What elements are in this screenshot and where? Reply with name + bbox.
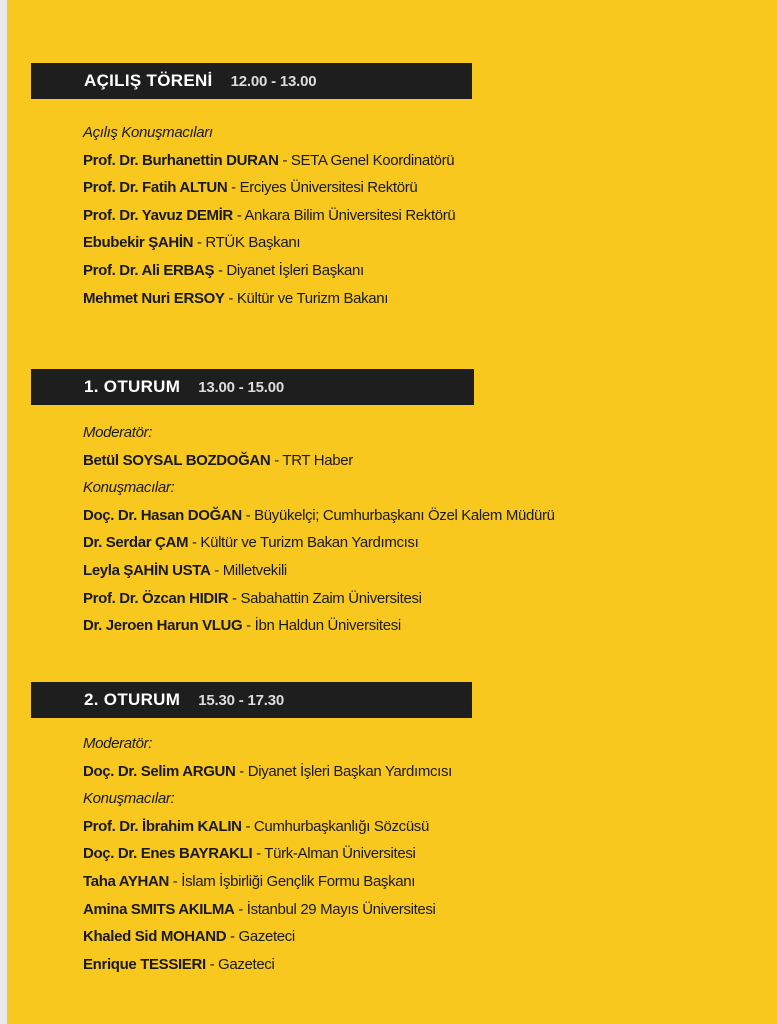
speaker-name: Doç. Dr. Enes BAYRAKLI (83, 845, 253, 863)
speaker-row: Amina SMITS AKILMA - İstanbul 29 Mayıs Ü… (83, 900, 452, 928)
speaker-role: - Cumhurbaşkanlığı Sözcüsü (241, 817, 429, 835)
speaker-row: Enrique TESSIERI - Gazeteci (83, 955, 452, 983)
role-label-text: Açılış Konuşmacıları (83, 124, 213, 141)
speaker-role: - Milletvekili (210, 561, 287, 579)
section-title: 2. OTURUM (84, 690, 181, 709)
speaker-row: Prof. Dr. Burhanettin DURAN - SETA Genel… (83, 151, 455, 179)
section-time: 15.30 - 17.30 (198, 691, 285, 709)
speaker-role: - Kültür ve Turizm Bakanı (224, 289, 389, 307)
speaker-role: - Diyanet İşleri Başkanı (214, 261, 364, 279)
speaker-name: Dr. Serdar ÇAM (83, 534, 189, 552)
section-title: 1. OTURUM (84, 377, 181, 396)
speaker-role: - TRT Haber (270, 451, 353, 469)
speaker-name: Amina SMITS AKILMA (83, 900, 235, 918)
speaker-name: Khaled Sid MOHAND (83, 928, 227, 946)
speaker-row: Doç. Dr. Selim ARGUN - Diyanet İşleri Ba… (83, 762, 452, 790)
speaker-role: - SETA Genel Koordinatörü (278, 151, 455, 169)
section-header: 1. OTURUM 13.00 - 15.00 (31, 369, 474, 405)
speaker-role: - Ankara Bilim Üniversitesi Rektörü (232, 206, 456, 224)
role-label: Moderatör: (83, 734, 452, 762)
speaker-name: Taha AYHAN (83, 872, 169, 890)
speaker-name: Prof. Dr. Ali ERBAŞ (83, 261, 215, 279)
role-label: Moderatör: (83, 423, 555, 451)
speaker-row: Mehmet Nuri ERSOY - Kültür ve Turizm Bak… (83, 289, 455, 317)
speaker-role: - Kültür ve Turizm Bakan Yardımcısı (188, 534, 419, 552)
speaker-name: Prof. Dr. Fatih ALTUN (83, 179, 228, 197)
speaker-list: Moderatör: Betül SOYSAL BOZDOĞAN - TRT Ha… (83, 423, 555, 644)
speaker-name: Ebubekir ŞAHİN (83, 234, 194, 252)
speaker-row: Khaled Sid MOHAND - Gazeteci (83, 927, 452, 955)
speaker-name: Prof. Dr. Yavuz DEMİR (83, 206, 233, 224)
section-title: AÇILIŞ TÖRENİ (84, 71, 213, 90)
speaker-row: Prof. Dr. Ali ERBAŞ - Diyanet İşleri Baş… (83, 261, 455, 289)
speaker-role: - Sabahattin Zaim Üniversitesi (228, 589, 422, 607)
role-label-text: Konuşmacılar: (83, 479, 175, 497)
speaker-role: - Gazeteci (226, 928, 295, 946)
role-label-text: Moderatör: (83, 424, 153, 441)
speaker-role: - Türk-Alman Üniversitesi (252, 845, 416, 863)
speaker-role: - Büyükelçi; Cumhurbaşkanı Özel Kalem Mü… (241, 506, 555, 524)
role-label: Açılış Konuşmacıları (83, 123, 455, 151)
role-label: Konuşmacılar: (83, 789, 452, 817)
page-edge (0, 0, 7, 1024)
speaker-role: - RTÜK Başkanı (193, 234, 301, 252)
speaker-row: Taha AYHAN - İslam İşbirliği Gençlik For… (83, 872, 452, 900)
speaker-name: Prof. Dr. Özcan HIDIR (83, 589, 229, 607)
speaker-row: Doç. Dr. Hasan DOĞAN - Büyükelçi; Cumhur… (83, 506, 555, 534)
speaker-name: Doç. Dr. Hasan DOĞAN (83, 506, 242, 524)
speaker-row: Betül SOYSAL BOZDOĞAN - TRT Haber (83, 451, 555, 479)
section-time: 12.00 - 13.00 (230, 72, 317, 90)
role-label-text: Moderatör: (83, 735, 153, 752)
speaker-list: Moderatör: Doç. Dr. Selim ARGUN - Diyanet… (83, 734, 452, 982)
speaker-name: Mehmet Nuri ERSOY (83, 289, 225, 307)
speaker-role: - Gazeteci (205, 955, 275, 973)
speaker-row: Prof. Dr. Yavuz DEMİR - Ankara Bilim Üni… (83, 206, 456, 234)
speaker-name: Leyla ŞAHİN USTA (83, 561, 211, 579)
speaker-row: Ebubekir ŞAHİN - RTÜK Başkanı (83, 233, 455, 261)
speaker-name: Betül SOYSAL BOZDOĞAN (83, 451, 271, 469)
role-label-text: Konuşmacılar: (83, 790, 175, 808)
speaker-role: - İstanbul 29 Mayıs Üniversitesi (234, 900, 436, 918)
role-label: Konuşmacılar: (83, 478, 555, 506)
speaker-row: Prof. Dr. Fatih ALTUN - Erciyes Üniversi… (83, 178, 455, 206)
speaker-name: Prof. Dr. Burhanettin DURAN (83, 151, 279, 169)
section-header: 2. OTURUM 15.30 - 17.30 (31, 682, 472, 718)
speaker-name: Dr. Jeroen Harun VLUG (83, 617, 243, 635)
speaker-row: Doç. Dr. Enes BAYRAKLI - Türk-Alman Üniv… (83, 844, 452, 872)
speaker-role: - İslam İşbirliği Gençlik Formu Başkanı (168, 872, 416, 890)
speaker-row: Dr. Serdar ÇAM - Kültür ve Turizm Bakan … (83, 533, 555, 561)
section-time: 13.00 - 15.00 (198, 378, 285, 396)
speaker-row: Dr. Jeroen Harun VLUG - İbn Haldun Ünive… (83, 616, 555, 644)
speaker-name: Doç. Dr. Selim ARGUN (83, 762, 236, 780)
section-header: AÇILIŞ TÖRENİ 12.00 - 13.00 (31, 63, 472, 99)
speaker-name: Prof. Dr. İbrahim KALIN (83, 817, 242, 835)
speaker-role: - Diyanet İşleri Başkan Yardımcısı (235, 762, 452, 780)
speaker-row: Prof. Dr. Özcan HIDIR - Sabahattin Zaim … (83, 589, 555, 617)
speaker-role: - İbn Haldun Üniversitesi (242, 617, 401, 635)
speaker-row: Prof. Dr. İbrahim KALIN - Cumhurbaşkanlı… (83, 817, 452, 845)
speaker-role: - Erciyes Üniversitesi Rektörü (227, 179, 418, 197)
speaker-row: Leyla ŞAHİN USTA - Milletvekili (83, 561, 555, 589)
speaker-name: Enrique TESSIERI (83, 955, 206, 973)
speaker-list: Açılış Konuşmacıları Prof. Dr. Burhanetti… (83, 123, 456, 317)
